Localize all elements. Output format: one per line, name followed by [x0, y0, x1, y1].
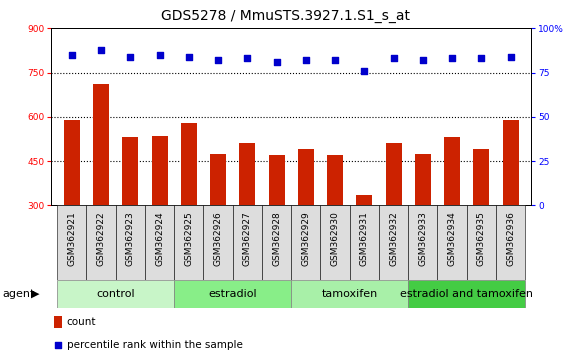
Text: GSM362935: GSM362935	[477, 211, 486, 266]
Bar	[54, 316, 62, 328]
Bar	[262, 205, 291, 280]
Bar	[356, 195, 372, 205]
Bar	[298, 149, 314, 205]
Text: GDS5278 / MmuSTS.3927.1.S1_s_at: GDS5278 / MmuSTS.3927.1.S1_s_at	[161, 9, 410, 23]
Text: GSM362923: GSM362923	[126, 211, 135, 266]
Bar	[233, 205, 262, 280]
Bar	[327, 155, 343, 205]
Bar	[145, 205, 174, 280]
Bar	[385, 143, 401, 205]
Point	[184, 54, 194, 59]
Text: GSM362931: GSM362931	[360, 211, 369, 266]
Bar	[408, 205, 437, 280]
Bar	[86, 205, 116, 280]
Point	[331, 57, 340, 63]
Text: GSM362925: GSM362925	[184, 211, 194, 266]
Point	[418, 57, 427, 63]
Bar	[291, 280, 408, 308]
Bar	[496, 205, 525, 280]
Bar	[408, 280, 525, 308]
Bar	[116, 205, 145, 280]
Bar	[57, 205, 86, 280]
Bar	[203, 205, 233, 280]
Point	[477, 56, 486, 61]
Text: control: control	[96, 289, 135, 299]
Text: GSM362924: GSM362924	[155, 211, 164, 266]
Bar	[379, 205, 408, 280]
Text: tamoxifen: tamoxifen	[321, 289, 378, 299]
Bar	[122, 137, 138, 205]
Bar	[239, 143, 255, 205]
Bar	[57, 280, 174, 308]
Bar	[174, 205, 203, 280]
Point	[448, 56, 457, 61]
Text: estradiol and tamoxifen: estradiol and tamoxifen	[400, 289, 533, 299]
Bar	[181, 123, 197, 205]
Text: agent: agent	[3, 289, 35, 299]
Text: count: count	[67, 317, 96, 327]
Point	[272, 59, 281, 65]
Bar	[415, 154, 431, 205]
Bar	[502, 120, 518, 205]
Bar	[151, 136, 168, 205]
Point	[348, 245, 357, 251]
Point	[155, 52, 164, 58]
Point	[214, 57, 223, 63]
Text: percentile rank within the sample: percentile rank within the sample	[67, 339, 243, 350]
Text: GSM362936: GSM362936	[506, 211, 515, 266]
Text: GSM362927: GSM362927	[243, 211, 252, 266]
Text: estradiol: estradiol	[208, 289, 257, 299]
Text: GSM362932: GSM362932	[389, 211, 398, 266]
Bar	[444, 137, 460, 205]
Bar	[210, 154, 226, 205]
Bar	[473, 149, 489, 205]
Text: GSM362929: GSM362929	[301, 211, 310, 266]
Point	[243, 56, 252, 61]
Text: GSM362926: GSM362926	[214, 211, 223, 266]
Bar	[437, 205, 467, 280]
Bar	[174, 280, 291, 308]
Point	[301, 57, 311, 63]
Point	[389, 56, 398, 61]
Bar	[268, 155, 284, 205]
Text: GSM362930: GSM362930	[331, 211, 340, 266]
Point	[360, 68, 369, 74]
Point	[126, 54, 135, 59]
Bar	[93, 84, 109, 205]
Text: GSM362922: GSM362922	[96, 211, 106, 266]
Bar	[320, 205, 349, 280]
Text: GSM362921: GSM362921	[67, 211, 77, 266]
Text: GSM362934: GSM362934	[448, 211, 457, 266]
Bar	[467, 205, 496, 280]
Point	[67, 52, 77, 58]
Point	[506, 54, 515, 59]
Text: ▶: ▶	[31, 289, 40, 299]
Text: GSM362933: GSM362933	[419, 211, 427, 266]
Text: GSM362928: GSM362928	[272, 211, 281, 266]
Point	[96, 47, 106, 52]
Bar	[349, 205, 379, 280]
Bar	[291, 205, 320, 280]
Bar	[64, 120, 80, 205]
